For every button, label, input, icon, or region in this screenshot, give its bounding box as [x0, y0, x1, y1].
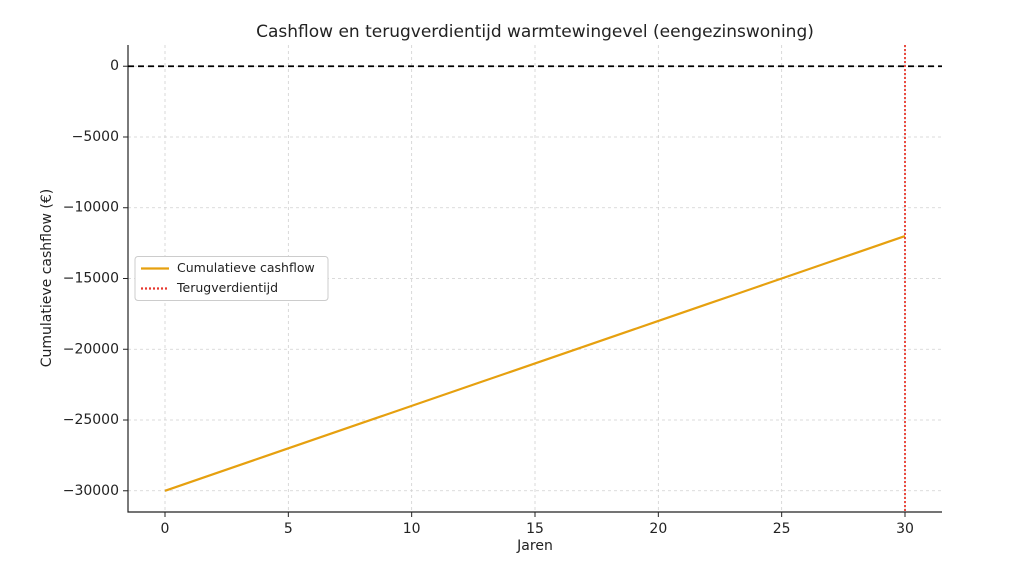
y-tick-label: 0 [110, 58, 119, 74]
y-tick-label: −20000 [63, 341, 119, 357]
data-line [164, 235, 906, 492]
y-tick-label: −25000 [63, 412, 119, 428]
y-tick-label: −5000 [72, 129, 119, 145]
x-tick-label: 15 [526, 521, 544, 537]
x-tick-label: 30 [896, 521, 914, 537]
x-tick-label: 20 [649, 521, 667, 537]
legend-label: Cumulatieve cashflow [177, 260, 315, 275]
y-tick-label: −15000 [63, 271, 119, 287]
x-tick-label: 0 [161, 521, 170, 537]
x-tick-label: 25 [773, 521, 791, 537]
x-axis-label: Jaren [516, 538, 553, 554]
legend: Cumulatieve cashflow Terugverdientijd [134, 256, 329, 301]
chart-title: Cashflow en terugverdientijd warmtewinge… [256, 22, 814, 42]
legend-box [134, 256, 329, 301]
y-axis-label: Cumulatieve cashflow (€) [39, 189, 55, 368]
y-tick-label: −10000 [63, 200, 119, 216]
x-tick-label: 5 [284, 521, 293, 537]
axis-spine [127, 45, 942, 513]
x-tick-label: 10 [403, 521, 421, 537]
y-tick-label: −30000 [63, 483, 119, 499]
legend-label: Terugverdientijd [176, 280, 278, 295]
